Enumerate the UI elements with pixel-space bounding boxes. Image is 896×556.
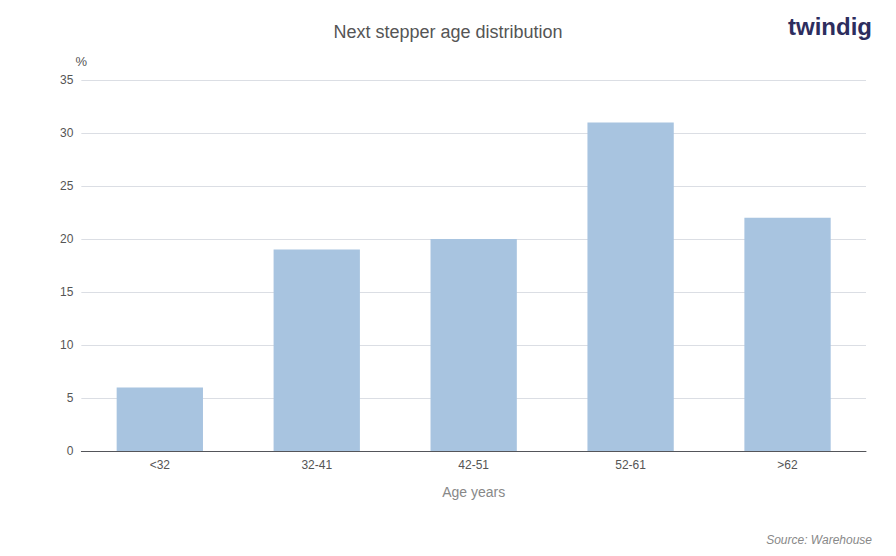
- svg-text:>62: >62: [777, 458, 798, 472]
- svg-text:Next stepper age distribution: Next stepper age distribution: [333, 22, 562, 42]
- svg-text:Age years: Age years: [442, 484, 505, 500]
- svg-text:twindig: twindig: [788, 13, 872, 40]
- svg-text:20: 20: [60, 232, 74, 246]
- svg-text:35: 35: [60, 73, 74, 87]
- svg-text:<32: <32: [150, 458, 171, 472]
- svg-text:5: 5: [67, 391, 74, 405]
- svg-text:32-41: 32-41: [301, 458, 332, 472]
- svg-text:30: 30: [60, 126, 74, 140]
- svg-text:%: %: [76, 54, 88, 69]
- svg-text:10: 10: [60, 338, 74, 352]
- svg-text:15: 15: [60, 285, 74, 299]
- svg-text:0: 0: [67, 444, 74, 458]
- svg-text:Source: Warehouse: Source: Warehouse: [766, 533, 872, 547]
- svg-text:52-61: 52-61: [615, 458, 646, 472]
- svg-text:42-51: 42-51: [458, 458, 489, 472]
- svg-text:25: 25: [60, 179, 74, 193]
